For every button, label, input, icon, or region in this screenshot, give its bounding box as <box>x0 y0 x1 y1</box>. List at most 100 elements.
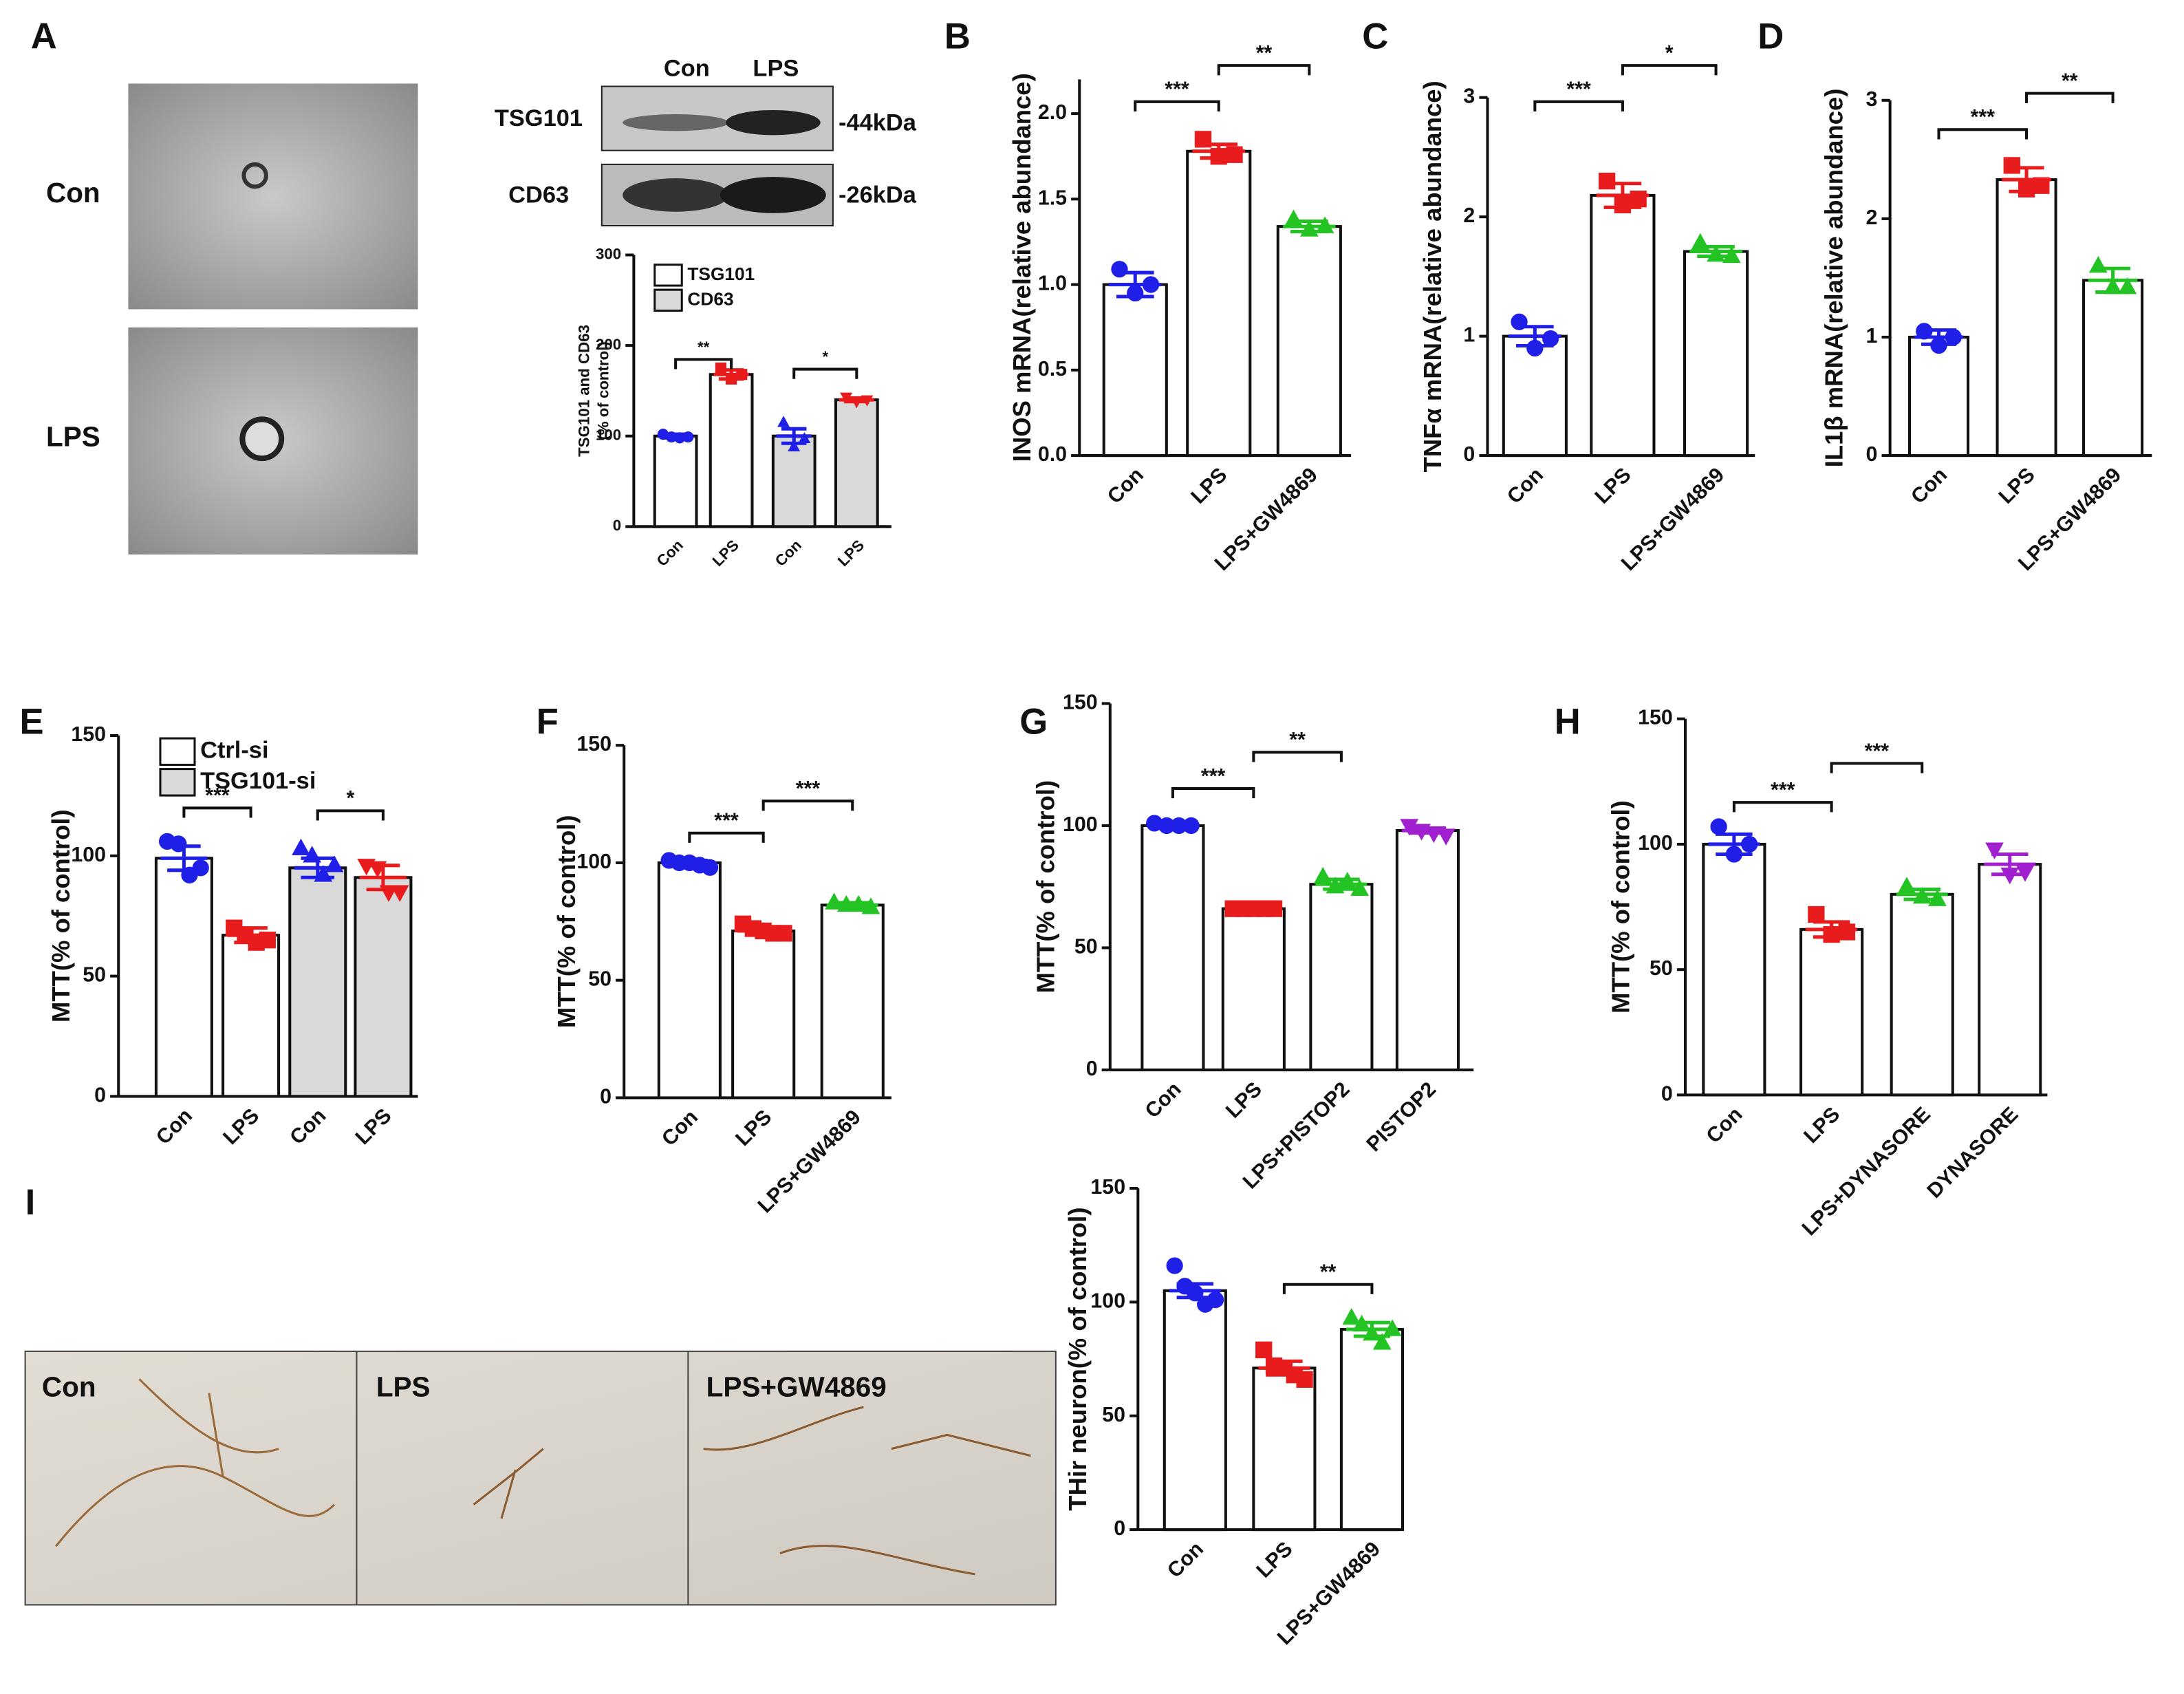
panel-letter: E <box>20 702 44 742</box>
y-tick-label: 0 <box>1114 1517 1125 1540</box>
y-tick-label: 1 <box>1866 325 1878 347</box>
bar <box>1799 928 1864 1097</box>
y-tick-label: 100 <box>1638 832 1673 855</box>
data-point <box>1598 172 1616 190</box>
blot-size: -44kDa <box>839 109 917 136</box>
data-point <box>1342 1307 1361 1325</box>
y-tick-label: 0.5 <box>1038 358 1067 380</box>
data-point <box>1710 818 1727 835</box>
bar <box>1978 863 2042 1097</box>
y-tick-label: 0 <box>1866 443 1878 466</box>
significance-bracket <box>1533 100 1624 111</box>
panel-letter: G <box>1019 702 1048 742</box>
y-axis-label: INOS mRNA(relative abundance) <box>1008 73 1036 462</box>
y-tick-label: 2.0 <box>1038 101 1067 124</box>
neurite <box>703 1406 1031 1576</box>
significance-label: *** <box>1566 78 1591 101</box>
significance-bracket <box>1217 64 1311 76</box>
significance-bracket <box>688 831 765 843</box>
panel-letter: D <box>1758 17 1784 57</box>
bar <box>154 857 213 1098</box>
y-axis-label: TSG101 and CD63 <box>575 325 592 457</box>
panel-letter: H <box>1555 702 1581 742</box>
bar <box>1163 1289 1227 1532</box>
legend-swatch <box>159 768 196 797</box>
y-axis-label: MTT(% of control) <box>552 815 581 1028</box>
data-point <box>1985 842 2004 859</box>
significance-label: *** <box>1201 765 1226 788</box>
neurite <box>473 1448 544 1519</box>
bar <box>1339 1328 1405 1532</box>
data-point <box>715 362 727 374</box>
data-point <box>2118 277 2137 294</box>
significance-label: *** <box>714 810 739 833</box>
y-tick-label: 0 <box>1661 1082 1673 1105</box>
y-tick-label: 0.0 <box>1038 443 1067 466</box>
bar <box>1683 250 1749 458</box>
bar <box>834 398 879 528</box>
significance-label: *** <box>1865 740 1890 762</box>
bar <box>1996 178 2057 458</box>
data-point <box>1111 261 1128 278</box>
significance-label: * <box>822 348 828 365</box>
significance-bracket <box>761 800 854 811</box>
legend-label: Ctrl-si <box>200 737 268 763</box>
data-point <box>1542 330 1559 347</box>
significance-label: ** <box>1289 729 1306 751</box>
data-point <box>1255 1341 1273 1358</box>
bar <box>2082 279 2144 458</box>
significance-label: *** <box>1771 779 1795 802</box>
band <box>623 178 729 212</box>
y-tick-label: 150 <box>1638 707 1673 729</box>
y-tick-label: 200 <box>596 336 621 353</box>
y-tick-label: 1 <box>1463 324 1475 347</box>
panel-letter: B <box>944 17 971 57</box>
significance-bracket <box>1134 100 1220 111</box>
y-tick-label: 0 <box>1463 443 1475 466</box>
bar <box>1276 225 1342 458</box>
legend-swatch <box>653 264 683 287</box>
blot-row-label: TSG101 <box>495 105 583 131</box>
neurite <box>54 1378 336 1547</box>
significance-bracket <box>1937 128 2029 140</box>
y-tick-label: 2 <box>1866 206 1878 229</box>
band <box>726 109 821 136</box>
panel-letter: A <box>31 17 57 57</box>
band <box>623 114 729 131</box>
blot-size: -26kDa <box>839 182 917 208</box>
significance-bracket <box>1252 751 1343 762</box>
significance-bracket <box>1732 801 1833 813</box>
y-axis-label: MTT(% of control) <box>1607 800 1635 1014</box>
bar <box>1140 824 1205 1071</box>
significance-label: * <box>346 787 354 810</box>
significance-bracket <box>674 358 733 369</box>
y-axis-label: TNFα mRNA(relative abundance) <box>1418 81 1447 472</box>
data-point <box>292 838 310 856</box>
y-tick-label: 1.5 <box>1038 186 1067 209</box>
bar <box>1309 883 1374 1071</box>
bar <box>354 876 413 1098</box>
significance-label: *** <box>1165 78 1189 101</box>
y-tick-label: 50 <box>1650 957 1673 980</box>
vesicle <box>239 416 285 462</box>
bar <box>1890 892 1954 1097</box>
data-point <box>1372 1333 1392 1350</box>
data-point <box>2003 157 2020 174</box>
significance-bracket <box>1171 786 1255 799</box>
y-tick-label: 100 <box>596 427 621 444</box>
bar <box>820 903 885 1100</box>
data-point <box>1207 1291 1224 1309</box>
em-label: LPS <box>46 420 100 452</box>
y-tick-label: 50 <box>1102 1404 1125 1426</box>
bar <box>709 373 754 528</box>
panel-letter: C <box>1362 17 1388 57</box>
bar <box>1102 283 1168 458</box>
y-axis-label: MTT(% of control) <box>47 809 75 1022</box>
significance-bracket <box>2025 92 2115 103</box>
significance-bracket <box>1830 762 1924 773</box>
significance-bracket <box>316 809 385 821</box>
bar <box>653 434 698 528</box>
legend-label: TSG101 <box>687 264 755 284</box>
bar <box>657 861 722 1100</box>
